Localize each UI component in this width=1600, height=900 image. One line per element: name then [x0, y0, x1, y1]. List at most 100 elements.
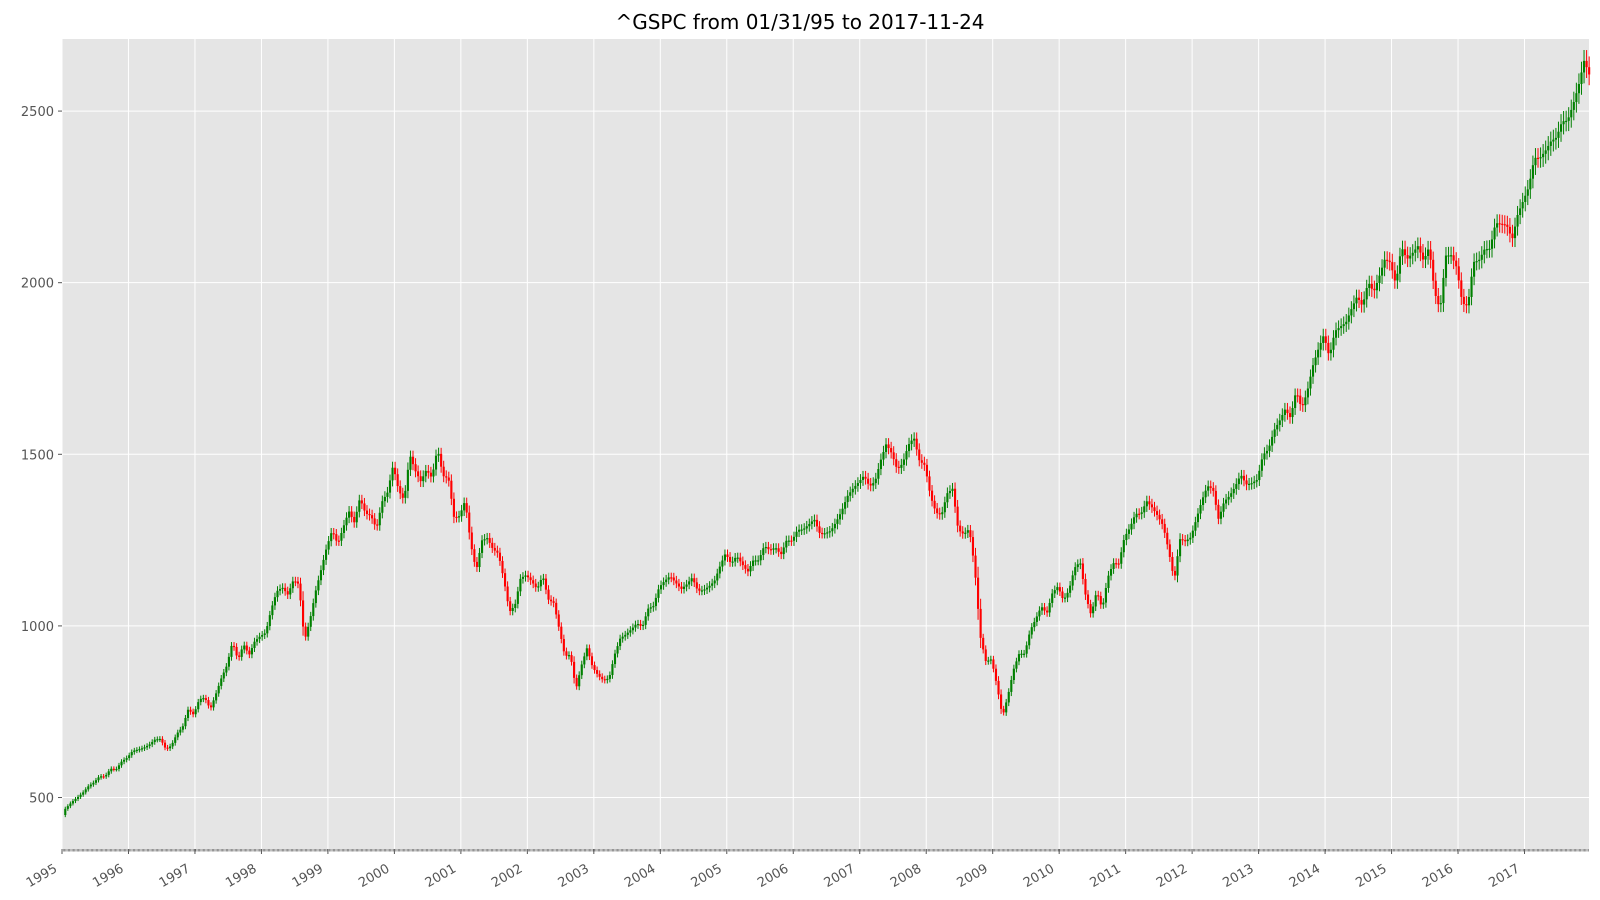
- candle-up: [795, 531, 798, 537]
- candle-up: [951, 488, 954, 491]
- x-tick-label: 2003: [556, 861, 592, 891]
- candle-down: [1536, 157, 1540, 160]
- candle-up: [1567, 117, 1570, 121]
- candle-down: [429, 472, 432, 477]
- candle-down: [1373, 288, 1376, 291]
- candle-up: [1442, 277, 1445, 304]
- candle-down: [442, 466, 445, 477]
- candle-up: [107, 771, 110, 775]
- candle-down: [959, 525, 962, 532]
- candle-up: [230, 645, 233, 657]
- candle-down: [396, 474, 399, 487]
- candle-up: [1539, 157, 1542, 159]
- candle-up: [222, 672, 225, 679]
- candle-up: [1572, 102, 1575, 110]
- candle-down: [1429, 249, 1432, 260]
- candle-up: [514, 603, 517, 608]
- candle-down: [1288, 413, 1292, 418]
- candle-up: [718, 566, 721, 574]
- candle-down: [887, 444, 890, 449]
- candle-up: [1273, 429, 1276, 437]
- candle-up: [877, 469, 880, 479]
- candle-down: [401, 493, 404, 498]
- candle-down: [979, 608, 982, 638]
- candle-down: [470, 532, 473, 550]
- candle-up: [1053, 590, 1056, 594]
- candle-up: [355, 511, 358, 523]
- candle-down: [286, 591, 289, 595]
- candle-up: [327, 541, 330, 550]
- candle-up: [1140, 512, 1143, 514]
- candle-up: [79, 794, 82, 797]
- candle-up: [946, 493, 949, 503]
- candle-up: [537, 586, 540, 588]
- candle-up: [1035, 616, 1038, 622]
- candle-up: [289, 588, 292, 595]
- candle-up: [1237, 478, 1240, 485]
- candle-up: [1232, 488, 1235, 494]
- candle-up: [907, 444, 911, 452]
- candle-up: [905, 451, 908, 460]
- candle-up: [516, 591, 519, 604]
- candle-down: [1403, 249, 1407, 256]
- candle-up: [97, 777, 100, 781]
- candle-up: [74, 798, 77, 802]
- candle-down: [984, 649, 987, 661]
- candle-up: [266, 626, 269, 634]
- candle-up: [1194, 522, 1197, 531]
- candle-up: [307, 626, 310, 637]
- candle-up: [828, 531, 831, 533]
- candle-up: [1260, 459, 1263, 471]
- candle-up: [186, 709, 190, 718]
- candle-down: [493, 547, 496, 551]
- candle-down: [915, 438, 918, 450]
- candle-down: [864, 476, 867, 479]
- candle-up: [240, 649, 243, 657]
- candle-up: [879, 459, 882, 470]
- candle-up: [383, 496, 386, 502]
- candle-up: [1069, 585, 1072, 593]
- candle-up: [636, 624, 640, 626]
- candle-down: [726, 554, 729, 557]
- candle-down: [557, 614, 560, 627]
- candle-up: [1426, 249, 1430, 256]
- candle-up: [703, 589, 706, 591]
- candle-up: [1365, 287, 1368, 300]
- candle-down: [971, 537, 975, 556]
- candle-up: [1240, 475, 1243, 479]
- candle-up: [225, 666, 228, 673]
- candle-down: [166, 747, 169, 749]
- candle-down: [1242, 475, 1246, 481]
- candle-up: [1424, 255, 1427, 260]
- candle-up: [1480, 254, 1483, 260]
- candle-up: [1033, 621, 1036, 628]
- candle-up: [1375, 282, 1379, 291]
- candle-up: [616, 646, 619, 654]
- candle-down: [376, 524, 379, 526]
- candle-down: [1434, 280, 1437, 296]
- candle-down: [1437, 295, 1440, 305]
- candle-down: [1503, 224, 1506, 226]
- candle-up: [1570, 109, 1573, 118]
- x-tick-label: 2002: [489, 861, 525, 891]
- candle-up: [987, 660, 990, 662]
- candle-down: [1117, 563, 1120, 565]
- candle-up: [608, 675, 611, 679]
- candle-down: [1501, 223, 1504, 225]
- candle-down: [573, 661, 576, 678]
- candle-up: [1268, 445, 1271, 451]
- candle-down: [1452, 255, 1455, 261]
- candle-up: [120, 761, 123, 766]
- candle-down: [450, 480, 453, 499]
- candle-up: [662, 582, 665, 586]
- candle-up: [900, 464, 903, 468]
- candle-up: [1478, 259, 1481, 262]
- candle-up: [1028, 634, 1031, 646]
- candle-up: [117, 765, 121, 769]
- candle-up: [1178, 539, 1182, 557]
- candle-up: [1248, 483, 1251, 485]
- candle-up: [1186, 539, 1189, 542]
- candle-down: [675, 580, 678, 584]
- candle-up: [524, 575, 527, 577]
- candle-down: [1089, 604, 1092, 614]
